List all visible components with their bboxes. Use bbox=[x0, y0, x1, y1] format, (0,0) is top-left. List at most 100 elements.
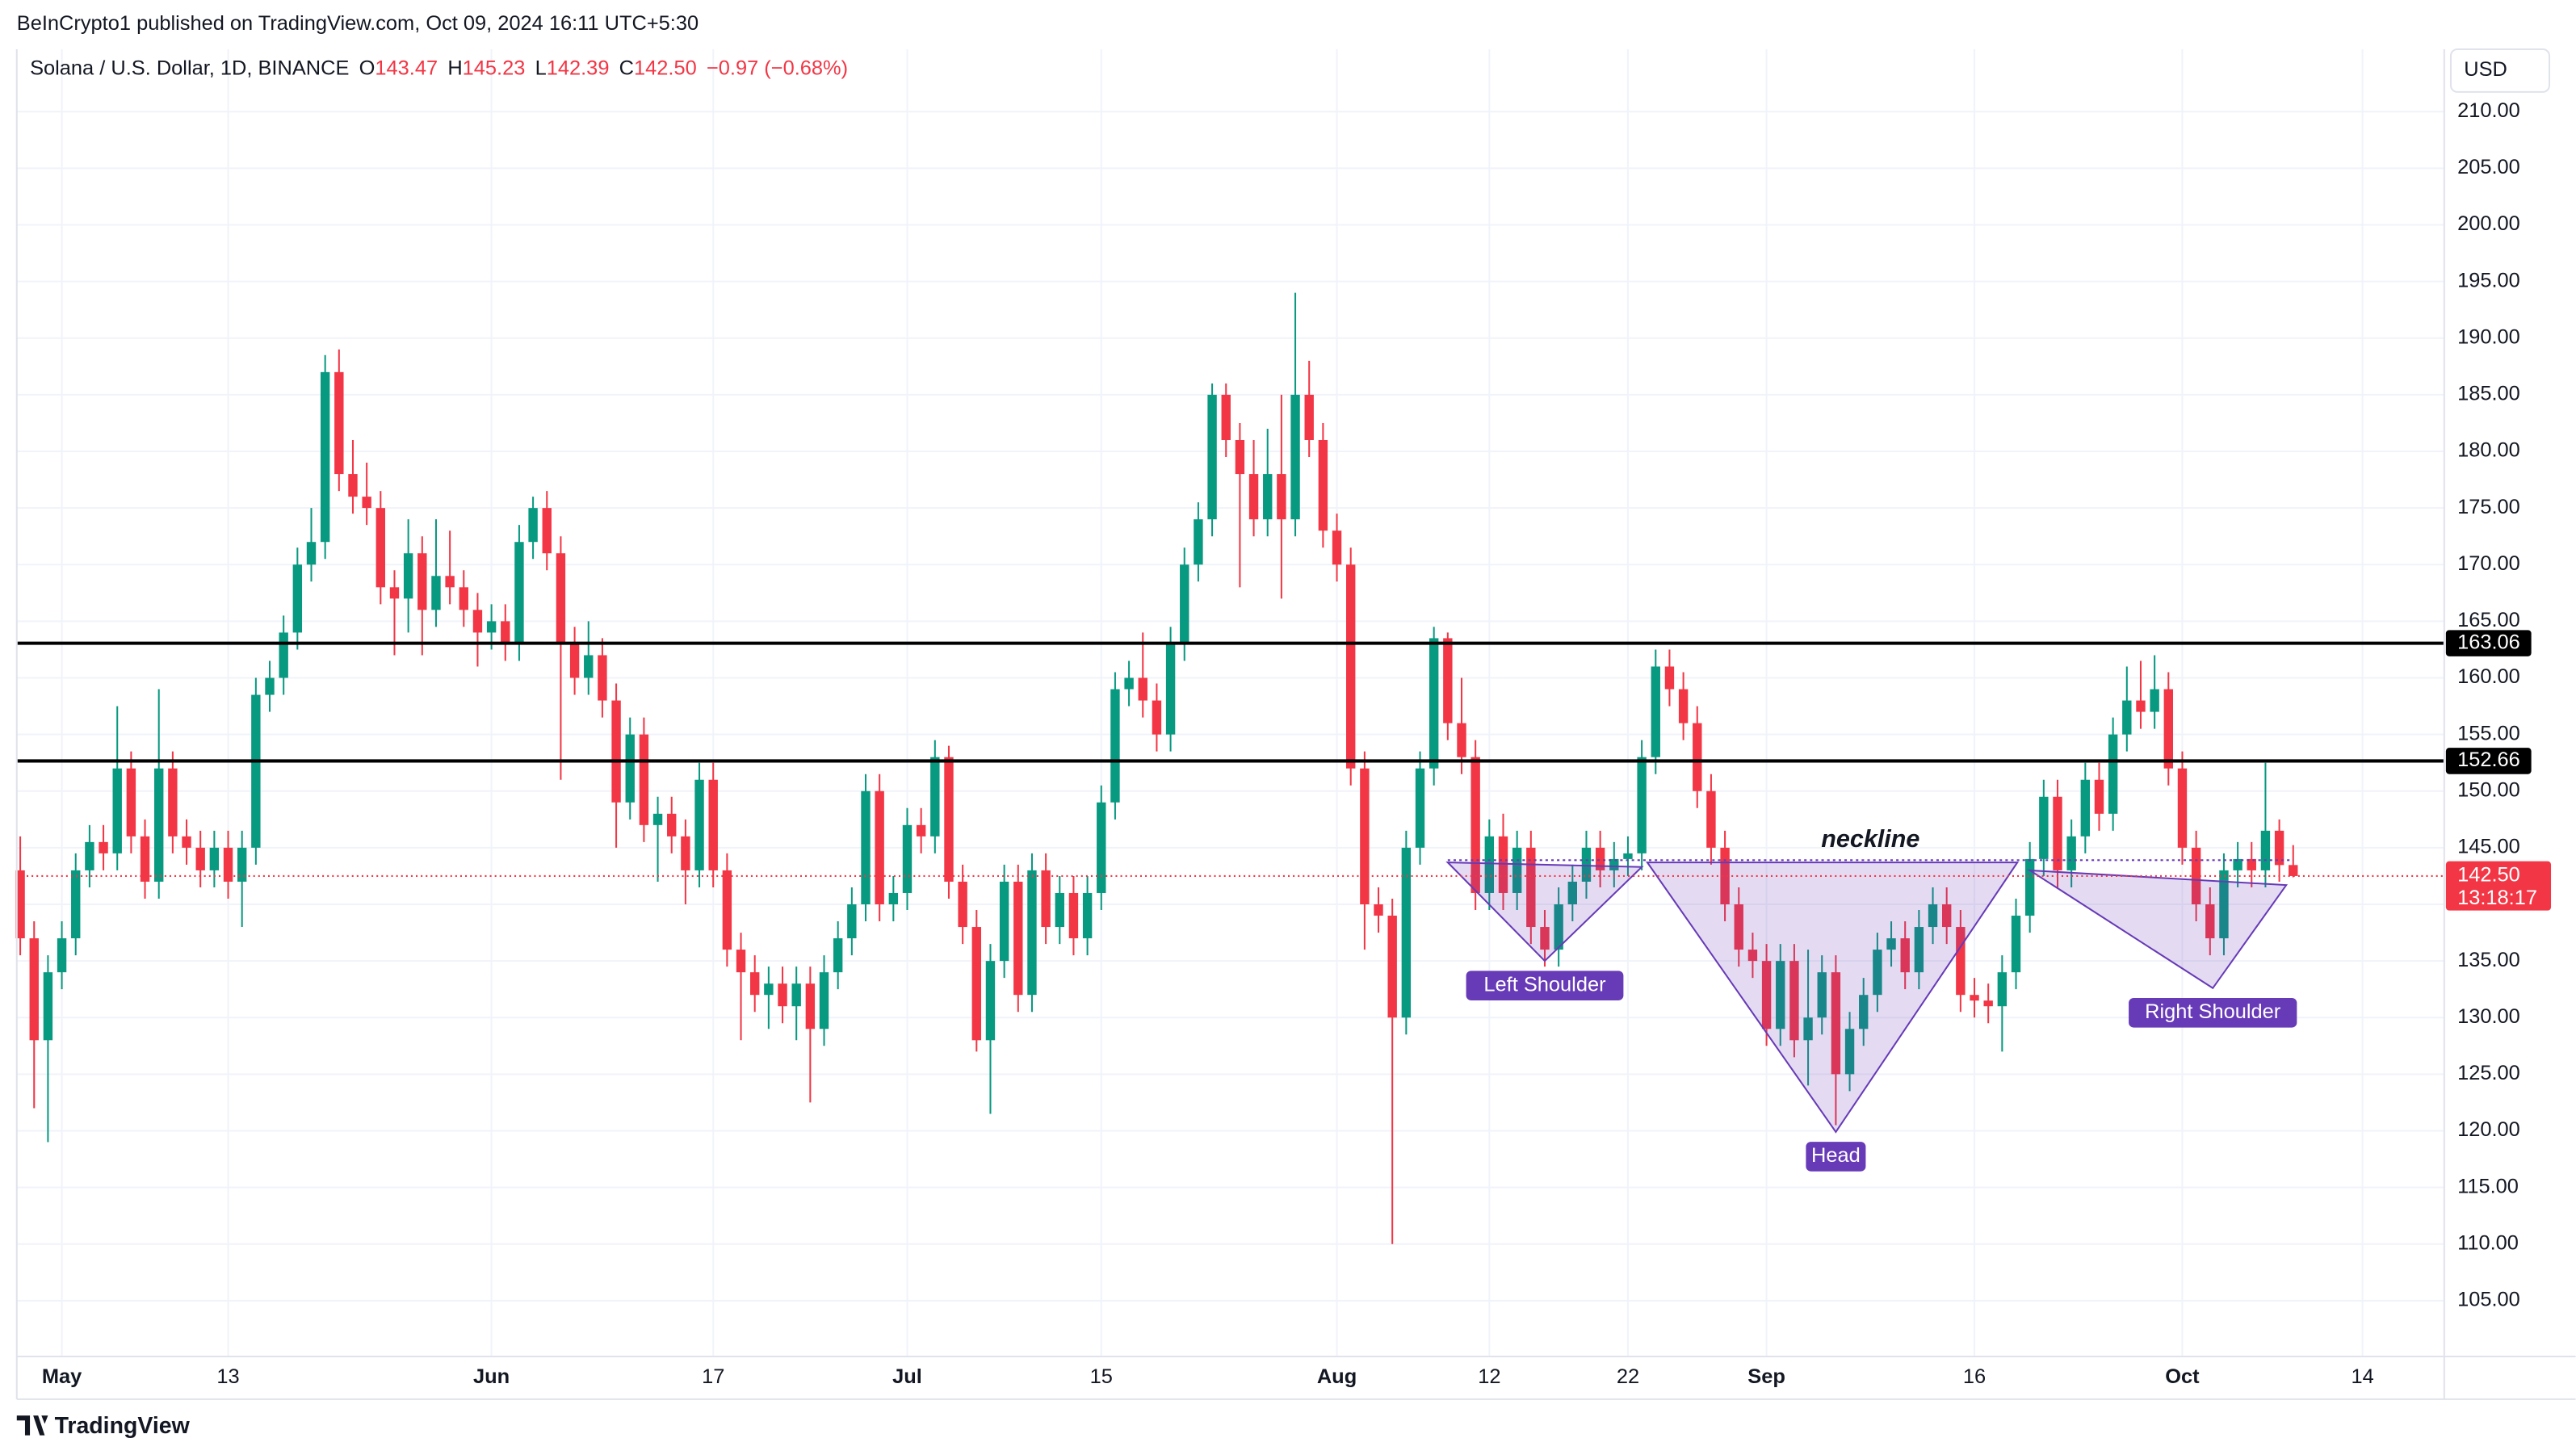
y-tick-label: 130.00 bbox=[2457, 1005, 2520, 1028]
y-tick-label: 155.00 bbox=[2457, 722, 2520, 744]
candle-body bbox=[403, 553, 413, 599]
candle-body bbox=[1720, 847, 1730, 905]
candle-body bbox=[833, 938, 843, 973]
candle-body bbox=[944, 757, 954, 882]
candle-body bbox=[652, 813, 663, 825]
candle-body bbox=[1221, 394, 1231, 440]
pattern-shape bbox=[1445, 862, 1644, 962]
candle-body bbox=[320, 371, 330, 543]
candle-body bbox=[1567, 881, 1577, 905]
candle-body bbox=[1928, 904, 1938, 928]
candle-body bbox=[1318, 439, 1328, 531]
candle-body bbox=[2260, 830, 2271, 870]
candle-body bbox=[1983, 1000, 1993, 1007]
candle-body bbox=[1304, 394, 1314, 440]
candle-body bbox=[1817, 972, 1827, 1018]
candle-body bbox=[445, 576, 455, 588]
plot bbox=[15, 292, 2298, 1244]
candle-body bbox=[1747, 950, 1758, 962]
y-tick-label: 110.00 bbox=[2457, 1231, 2519, 1254]
candle-body bbox=[736, 950, 746, 973]
candle-body bbox=[1429, 638, 1439, 769]
pattern-label: Right Shoulder bbox=[2145, 1000, 2281, 1023]
candle-body bbox=[625, 734, 635, 803]
x-tick-label: 15 bbox=[1090, 1365, 1113, 1388]
candle-body bbox=[459, 587, 468, 610]
candle-body bbox=[1152, 700, 1162, 735]
candle-body bbox=[389, 587, 400, 599]
candle-body bbox=[195, 847, 205, 870]
candle-body bbox=[292, 564, 303, 633]
candle-body bbox=[1637, 757, 1647, 853]
candle-body bbox=[1678, 689, 1689, 723]
candle-body bbox=[667, 813, 677, 837]
candle-body bbox=[486, 621, 497, 633]
candle-body bbox=[57, 938, 67, 973]
candle-body bbox=[791, 983, 801, 1007]
candle-body bbox=[2150, 689, 2159, 712]
candle-body bbox=[1693, 723, 1702, 791]
candle-body bbox=[958, 881, 967, 928]
legend-value: 143.47 bbox=[375, 57, 438, 79]
y-tick-label: 190.00 bbox=[2457, 325, 2520, 348]
candle-body bbox=[1471, 757, 1480, 893]
level-tag bbox=[2445, 630, 2532, 656]
y-tick-label: 185.00 bbox=[2457, 383, 2520, 405]
candle-body bbox=[1360, 768, 1370, 905]
x-tick-label: 13 bbox=[216, 1365, 239, 1388]
x-tick-label: May bbox=[42, 1365, 82, 1388]
currency-button[interactable] bbox=[2449, 48, 2551, 93]
candle-body bbox=[1595, 847, 1605, 870]
candle-body bbox=[1789, 961, 1799, 1041]
candle-body bbox=[182, 836, 191, 848]
candle-body bbox=[1332, 530, 1342, 565]
candle-body bbox=[2177, 768, 2188, 848]
candle-body bbox=[279, 632, 288, 678]
neckline-label: neckline bbox=[1821, 825, 1919, 853]
candle-body bbox=[2053, 796, 2062, 870]
brand-logo bbox=[16, 1415, 48, 1436]
candle-body bbox=[472, 610, 483, 633]
y-tick-label: 165.00 bbox=[2457, 609, 2520, 631]
candle-body bbox=[1138, 677, 1147, 701]
candle-body bbox=[1512, 847, 1522, 893]
candle-body bbox=[1110, 689, 1120, 803]
x-tick-label: 14 bbox=[2351, 1365, 2373, 1388]
candle-body bbox=[2094, 779, 2104, 814]
candle-body bbox=[1581, 847, 1592, 882]
candle-body bbox=[1609, 858, 1619, 870]
candle-body bbox=[861, 790, 871, 905]
candle-body bbox=[598, 655, 607, 701]
candle-body bbox=[1346, 564, 1356, 769]
x-tick-label: 22 bbox=[1617, 1365, 1639, 1388]
grid bbox=[16, 49, 2444, 1356]
candle-body bbox=[43, 972, 53, 1041]
candle-body bbox=[1443, 638, 1453, 723]
candle-body bbox=[265, 677, 275, 695]
candle-body bbox=[1374, 904, 1383, 916]
candle-body bbox=[1956, 927, 1966, 996]
legend-key: C bbox=[619, 57, 634, 79]
pattern-label-box bbox=[2129, 997, 2297, 1028]
candle-body bbox=[1859, 995, 1869, 1029]
candle-body bbox=[639, 734, 649, 825]
y-tick-label: 210.00 bbox=[2457, 99, 2520, 122]
pattern-shape bbox=[2026, 869, 2289, 990]
legend-key: H bbox=[447, 57, 462, 79]
y-tick-label: 120.00 bbox=[2457, 1118, 2520, 1141]
candle-body bbox=[85, 841, 94, 870]
candle-body bbox=[2274, 830, 2284, 866]
currency-label: USD bbox=[2464, 58, 2507, 81]
candle-body bbox=[1526, 847, 1536, 928]
candle-body bbox=[1055, 892, 1064, 928]
countdown-label: 13:18:17 bbox=[2457, 887, 2537, 909]
candle-body bbox=[1097, 802, 1106, 893]
candle-body bbox=[223, 847, 233, 882]
level-label: 163.06 bbox=[2457, 631, 2520, 653]
pattern-label-box bbox=[1806, 1142, 1866, 1172]
candle-body bbox=[1664, 666, 1675, 690]
candle-body bbox=[2024, 858, 2035, 916]
candle-body bbox=[1415, 768, 1425, 848]
